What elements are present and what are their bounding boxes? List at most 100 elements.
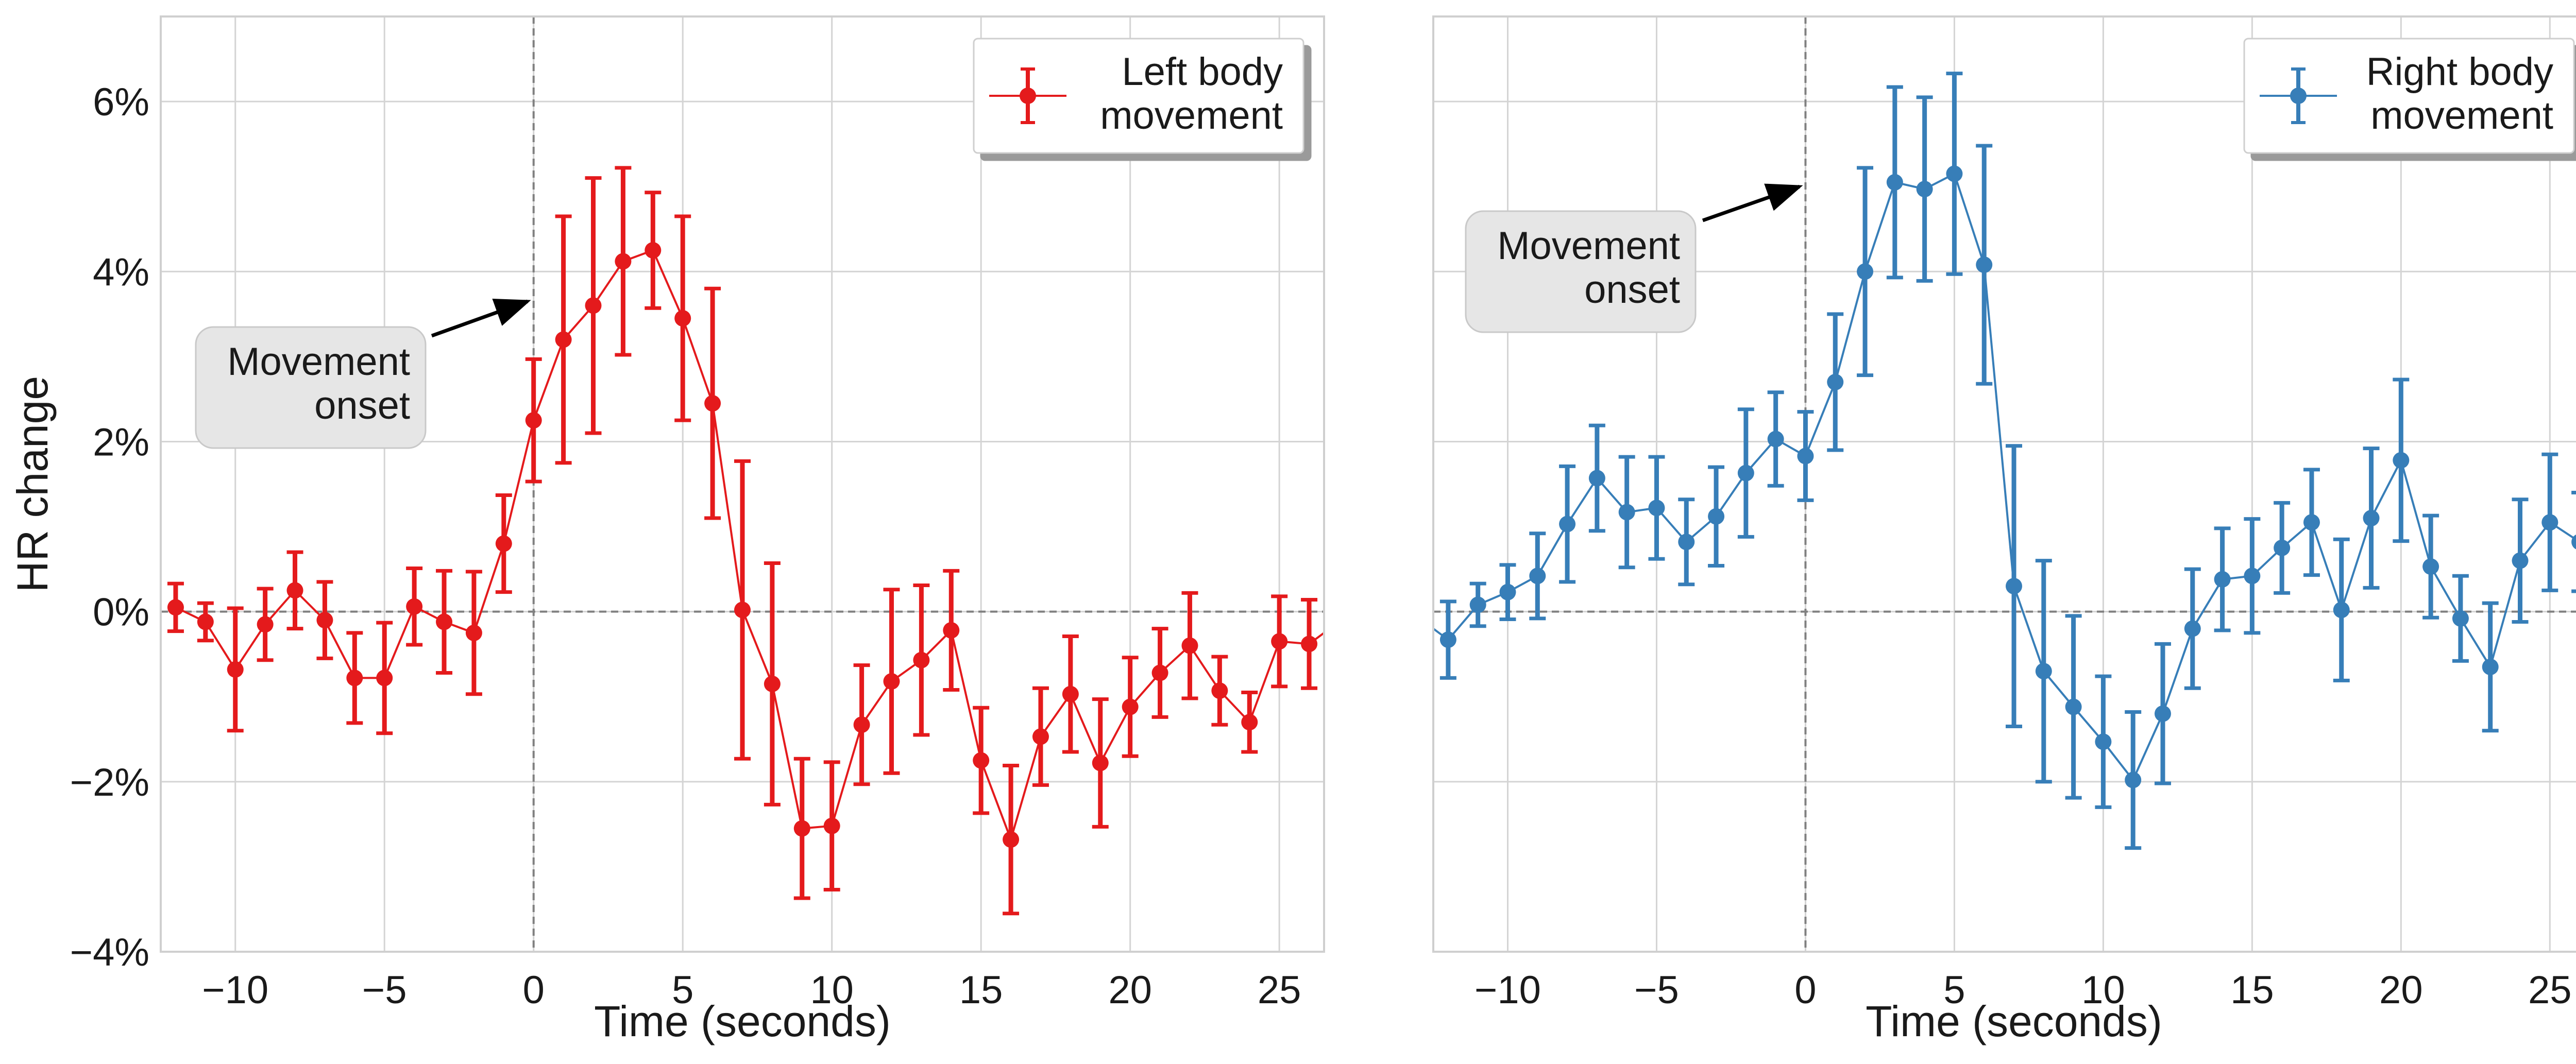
left-data-point (913, 651, 930, 668)
right-legend-label: movement (2370, 94, 2553, 138)
right-data-point (1618, 504, 1635, 521)
right-legend-marker (2290, 88, 2307, 104)
right-plot-frame (1432, 15, 2576, 953)
right-data-point (2541, 514, 2558, 531)
left-x-tick-label: −5 (362, 968, 407, 1012)
right-data-point (1916, 181, 1933, 198)
right-data-point (2095, 733, 2112, 750)
left-error-bar (645, 191, 662, 310)
left-data-point (883, 673, 900, 690)
right-error-bar (2006, 444, 2022, 729)
right-error-bar (2512, 497, 2529, 624)
left-data-point (1211, 682, 1228, 699)
right-data-point (1559, 516, 1576, 533)
left-data-point (1151, 664, 1168, 681)
left-y-ticks: −4% −2% 0% 2% 4% 6% (70, 80, 149, 974)
right-error-bar (2154, 642, 2171, 785)
left-data-point (674, 310, 691, 327)
left-data-point (823, 817, 840, 834)
left-data-point (1181, 637, 1198, 654)
left-data-point (167, 599, 184, 616)
right-x-tick-label: 20 (2379, 968, 2423, 1012)
left-error-bar (913, 583, 930, 737)
right-data-point (1827, 373, 1844, 390)
left-error-bar (704, 286, 721, 520)
left-data-point (734, 602, 751, 619)
right-data-point (2512, 552, 2529, 569)
left-error-bar (1032, 686, 1049, 787)
left-error-bar (793, 757, 810, 900)
right-data-point (2035, 663, 2052, 680)
right-annotation-text: Movement (1497, 224, 1680, 268)
right-error-bar (1469, 581, 1486, 628)
left-error-bar (674, 214, 691, 422)
y-axis-label: HR change (8, 376, 57, 592)
right-error-bar (2095, 674, 2112, 809)
left-data-point (555, 331, 572, 348)
right-error-bar (1618, 455, 1635, 570)
y-tick-label: −2% (70, 761, 149, 804)
right-error-bar (1946, 72, 1963, 276)
left-data-point (346, 670, 363, 687)
left-x-axis-label: Time (seconds) (594, 997, 891, 1045)
left-data-point (257, 616, 274, 633)
right-data-point (1588, 470, 1605, 487)
right-x-tick-label: −5 (1634, 968, 1679, 1012)
left-x-tick-label: −10 (202, 968, 268, 1012)
right-data-point (1469, 596, 1486, 613)
left-data-point (1122, 698, 1139, 715)
right-annotation-arrow (1702, 183, 1803, 222)
left-x-tick-label: 15 (959, 968, 1003, 1012)
left-error-bar (734, 459, 751, 761)
right-error-bar (1916, 95, 1933, 283)
right-data-point (2482, 658, 2499, 675)
right-error-bar (1648, 455, 1665, 561)
right-panel: −10 −5 0 5 10 15 20 25 Time (seconds) Movemento… (1432, 15, 2576, 1045)
right-error-bar (1737, 407, 1754, 539)
right-error-bar (2125, 710, 2142, 850)
left-error-bar (1122, 656, 1139, 758)
y-tick-label: 0% (93, 591, 149, 634)
left-data-point (227, 661, 244, 678)
right-data-point (2333, 602, 2350, 619)
right-error-bar (1976, 144, 1993, 386)
right-data-point (1439, 631, 1456, 648)
left-annotation-text: Movement (227, 340, 410, 384)
right-error-bar (1797, 410, 1814, 502)
left-error-bar (1271, 594, 1288, 689)
right-series-line (1432, 172, 2576, 782)
left-data-point (853, 716, 870, 733)
right-data-point (1708, 508, 1725, 525)
right-data-point (1529, 568, 1546, 585)
left-error-bar (943, 569, 960, 692)
right-error-bar (2303, 468, 2320, 577)
right-error-bar (2333, 537, 2350, 682)
right-data-point (2065, 698, 2082, 715)
left-legend-label: Left body (1122, 50, 1283, 94)
left-error-bar (1211, 655, 1228, 727)
left-data-point (525, 412, 542, 429)
right-x-axis-label: Time (seconds) (1866, 997, 2162, 1045)
left-data-point (376, 670, 393, 687)
left-legend-marker (1020, 88, 1036, 104)
left-x-tick-label: 20 (1108, 968, 1152, 1012)
left-legend-label: movement (1100, 94, 1283, 138)
left-data-point (1092, 754, 1109, 771)
left-x-tick-label: 25 (1258, 968, 1301, 1012)
left-data-point (197, 613, 214, 630)
right-data-point (2422, 558, 2439, 575)
right-data-point (1857, 263, 1874, 280)
right-error-bar (2214, 526, 2231, 632)
left-series-line (175, 249, 1325, 843)
right-error-bar (2482, 601, 2499, 733)
right-error-bar (1678, 497, 1695, 587)
left-error-bar (555, 214, 572, 465)
left-data-point (1271, 633, 1288, 650)
right-data-point (2363, 510, 2380, 527)
right-error-bar (2571, 491, 2576, 593)
right-data-point (2571, 534, 2576, 550)
left-error-bar (286, 550, 303, 631)
left-error-bar (973, 706, 990, 815)
left-error-bar (197, 601, 214, 643)
